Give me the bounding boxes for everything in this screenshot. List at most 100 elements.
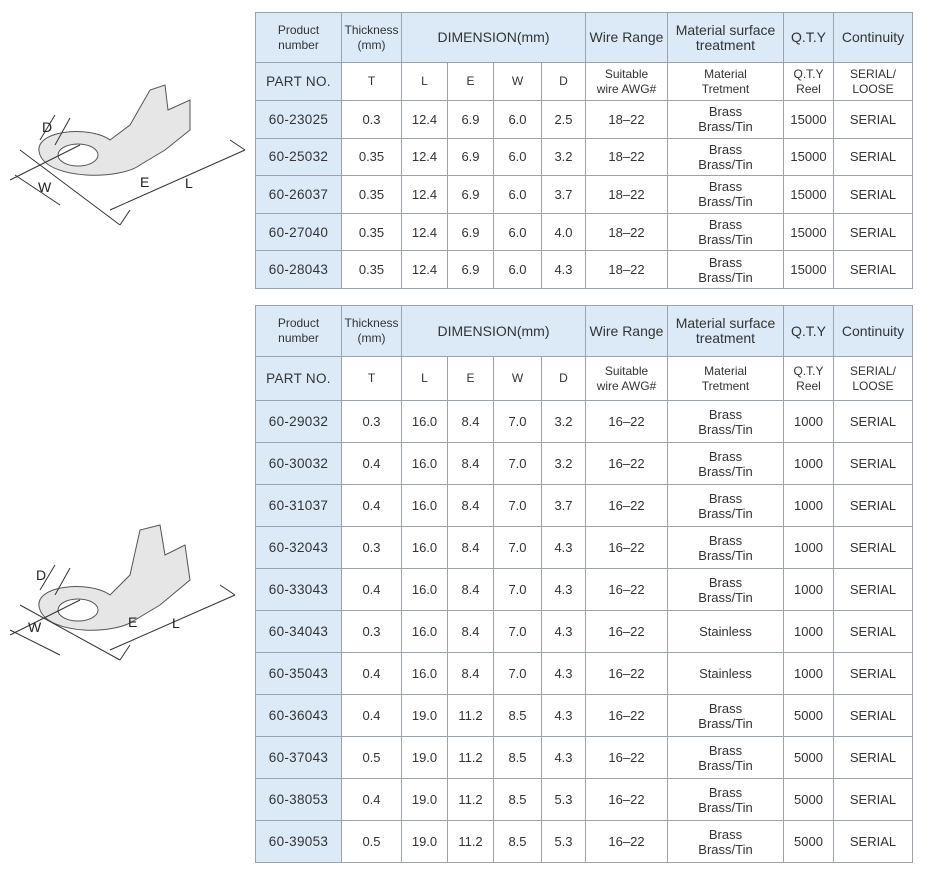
subheader-cell: PART NO. bbox=[255, 356, 342, 401]
cell: 6.0 bbox=[493, 137, 542, 177]
cell: SERIAL bbox=[833, 100, 913, 139]
cell: 4.3 bbox=[541, 694, 586, 737]
cell: 6.0 bbox=[493, 175, 542, 214]
cell: 12.4 bbox=[401, 175, 448, 214]
cell: 16.0 bbox=[401, 526, 448, 569]
cell: 8.4 bbox=[447, 652, 494, 695]
data-row: 60-38053 0.4 19.0 11.2 8.5 5.3 16–22 Brass Bras… bbox=[255, 778, 913, 821]
part-number: 60-23025 bbox=[255, 100, 342, 139]
cell: 6.0 bbox=[493, 212, 542, 252]
cell: SERIAL bbox=[833, 175, 913, 214]
cell: 1000 bbox=[783, 484, 834, 527]
subheader-row: PART NO. T L E W D Suitable wire AWG# Material … bbox=[255, 356, 913, 401]
header-cell: Material surface treatment bbox=[667, 12, 784, 63]
cell: 0.4 bbox=[341, 652, 402, 695]
dim-label: E bbox=[140, 174, 149, 190]
part-number: 60-36043 bbox=[255, 694, 342, 737]
part-number: 60-28043 bbox=[255, 250, 342, 289]
cell: 16–22 bbox=[585, 694, 668, 737]
cell: 19.0 bbox=[401, 820, 448, 863]
part-number: 60-34043 bbox=[255, 610, 342, 653]
cell: 18–22 bbox=[585, 137, 668, 177]
cell: 5000 bbox=[783, 736, 834, 779]
cell: 12.4 bbox=[401, 100, 448, 139]
cell: 18–22 bbox=[585, 212, 668, 252]
cell: 8.4 bbox=[447, 526, 494, 569]
cell: Brass Brass/Tin bbox=[667, 212, 784, 252]
cell: 3.7 bbox=[541, 175, 586, 214]
cell: 2.5 bbox=[541, 100, 586, 139]
cell: 4.3 bbox=[541, 568, 586, 611]
cell: Stainless bbox=[667, 610, 784, 653]
cell: 19.0 bbox=[401, 694, 448, 737]
cell: Brass Brass/Tin bbox=[667, 175, 784, 214]
header-cell: Material surface treatment bbox=[667, 305, 784, 357]
cell: SERIAL bbox=[833, 137, 913, 177]
cell: 0.35 bbox=[341, 212, 402, 252]
data-row: 60-25032 0.35 12.4 6.9 6.0 3.2 18–22 Brass Bras… bbox=[255, 137, 913, 177]
cell: Brass Brass/Tin bbox=[667, 736, 784, 779]
cell: SERIAL bbox=[833, 212, 913, 252]
header-cell: Q.T.Y bbox=[783, 12, 834, 63]
cell: 6.0 bbox=[493, 250, 542, 289]
cell: 19.0 bbox=[401, 736, 448, 779]
data-row: 60-32043 0.3 16.0 8.4 7.0 4.3 16–22 Brass Brass… bbox=[255, 526, 913, 569]
dim-label: D bbox=[42, 119, 52, 135]
cell: Brass Brass/Tin bbox=[667, 820, 784, 863]
data-row: 60-23025 0.3 12.4 6.9 6.0 2.5 18–22 Brass Brass… bbox=[255, 100, 913, 139]
data-row: 60-33043 0.4 16.0 8.4 7.0 4.3 16–22 Brass Brass… bbox=[255, 568, 913, 611]
cell: 7.0 bbox=[493, 652, 542, 695]
dim-label: W bbox=[38, 179, 52, 195]
subheader-cell: E bbox=[447, 62, 494, 101]
part-number: 60-30032 bbox=[255, 442, 342, 485]
cell: 6.0 bbox=[493, 100, 542, 139]
part-number: 60-27040 bbox=[255, 212, 342, 252]
cell: 16–22 bbox=[585, 400, 668, 443]
data-row: 60-27040 0.35 12.4 6.9 6.0 4.0 18–22 Brass Bras… bbox=[255, 212, 913, 252]
cell: SERIAL bbox=[833, 484, 913, 527]
cell: 3.2 bbox=[541, 137, 586, 177]
cell: 1000 bbox=[783, 610, 834, 653]
cell: 15000 bbox=[783, 100, 834, 139]
cell: SERIAL bbox=[833, 568, 913, 611]
cell: 0.35 bbox=[341, 175, 402, 214]
cell: 1000 bbox=[783, 652, 834, 695]
cell: Brass Brass/Tin bbox=[667, 526, 784, 569]
cell: 3.7 bbox=[541, 484, 586, 527]
cell: Brass Brass/Tin bbox=[667, 250, 784, 289]
subheader-cell: Material Tretment bbox=[667, 356, 784, 401]
cell: 0.3 bbox=[341, 610, 402, 653]
cell: 19.0 bbox=[401, 778, 448, 821]
cell: 0.3 bbox=[341, 100, 402, 139]
data-row: 60-39053 0.5 19.0 11.2 8.5 5.3 16–22 Brass Bras… bbox=[255, 820, 913, 863]
cell: 12.4 bbox=[401, 250, 448, 289]
cell: 1000 bbox=[783, 568, 834, 611]
spec-table: Product number Thickness (mm) DIMENSION(mm… bbox=[255, 305, 913, 863]
data-row: 60-35043 0.4 16.0 8.4 7.0 4.3 16–22 Stainless 10… bbox=[255, 652, 913, 695]
header-cell: DIMENSION(mm) bbox=[401, 305, 586, 357]
cell: 11.2 bbox=[447, 820, 494, 863]
cell: 8.5 bbox=[493, 736, 542, 779]
cell: 16–22 bbox=[585, 736, 668, 779]
cell: SERIAL bbox=[833, 778, 913, 821]
cell: 16.0 bbox=[401, 652, 448, 695]
cell: 4.3 bbox=[541, 526, 586, 569]
cell: 6.9 bbox=[447, 137, 494, 177]
cell: 16–22 bbox=[585, 610, 668, 653]
header-row: Product number Thickness (mm) DIMENSION(mm… bbox=[255, 305, 913, 357]
cell: 0.4 bbox=[341, 442, 402, 485]
dim-label: W bbox=[28, 619, 42, 635]
cell: 3.2 bbox=[541, 400, 586, 443]
cell: 16–22 bbox=[585, 820, 668, 863]
cell: 0.3 bbox=[341, 526, 402, 569]
part-number: 60-39053 bbox=[255, 820, 342, 863]
cell: Brass Brass/Tin bbox=[667, 568, 784, 611]
cell: 7.0 bbox=[493, 400, 542, 443]
subheader-cell: SERIAL/ LOOSE bbox=[833, 62, 913, 101]
cell: 18–22 bbox=[585, 100, 668, 139]
part-number: 60-25032 bbox=[255, 137, 342, 177]
cell: 15000 bbox=[783, 250, 834, 289]
dim-label: L bbox=[172, 615, 180, 631]
cell: 7.0 bbox=[493, 484, 542, 527]
cell: 5.3 bbox=[541, 820, 586, 863]
